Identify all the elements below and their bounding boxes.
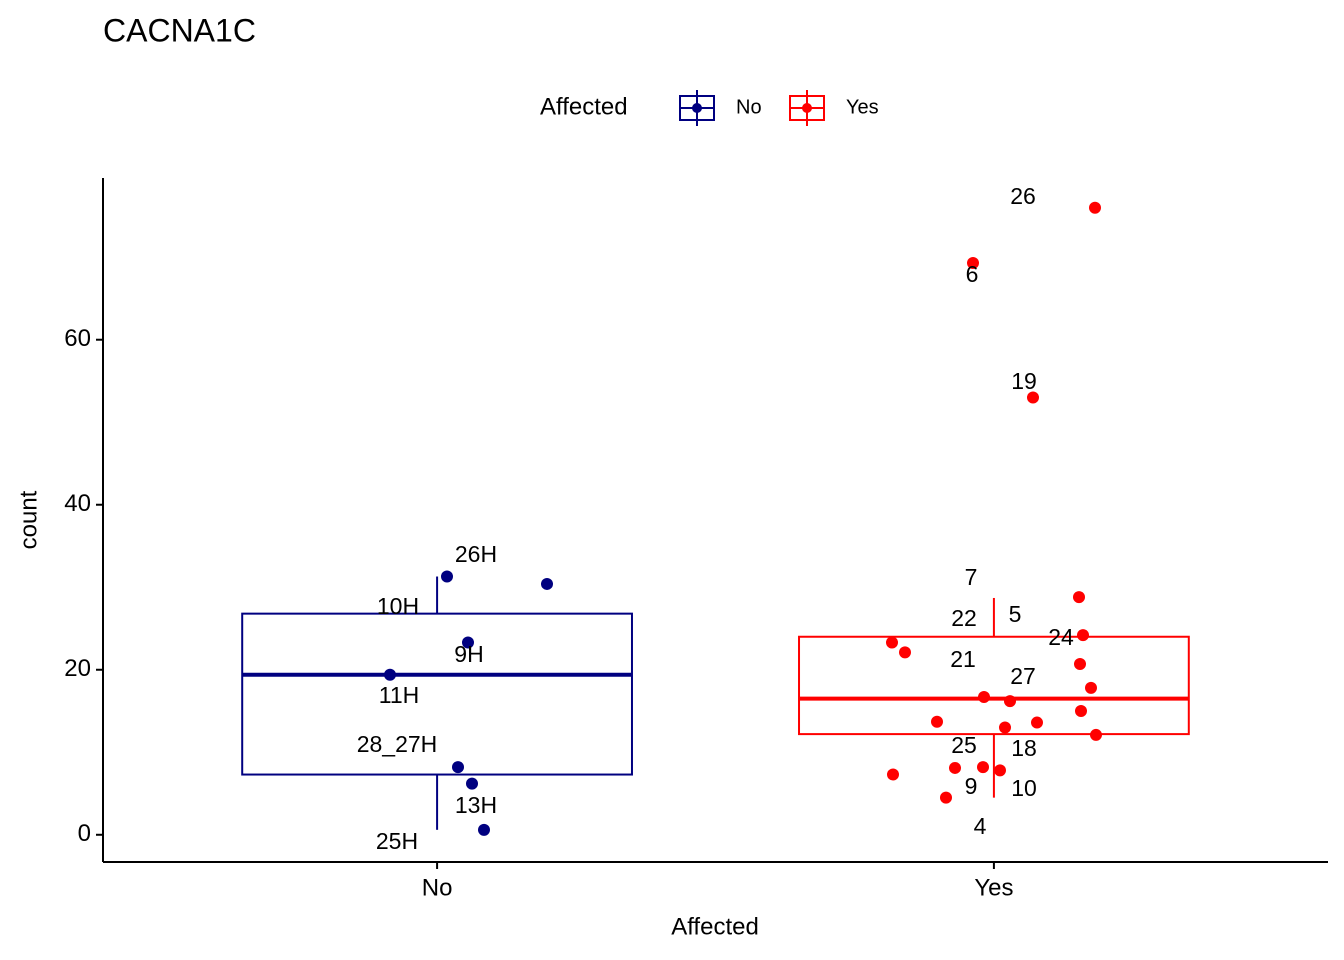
point — [1031, 716, 1043, 729]
point — [452, 761, 464, 774]
point — [1074, 657, 1086, 670]
y-tick-label: 40 — [64, 490, 91, 517]
legend-key — [692, 103, 702, 113]
x-tick-label: No — [422, 874, 453, 901]
legend-key — [802, 103, 812, 113]
point — [887, 768, 899, 781]
point — [1077, 629, 1089, 642]
point-label: 4 — [974, 813, 987, 839]
y-axis-title: count — [15, 490, 42, 549]
point-label: 21 — [950, 646, 976, 672]
point-label: 28_27H — [357, 731, 438, 757]
box — [798, 635, 1190, 736]
point-label: 24 — [1048, 624, 1074, 650]
point — [931, 715, 943, 728]
point — [1089, 201, 1101, 214]
y-tick-label: 60 — [64, 325, 91, 352]
point-label: 25 — [951, 732, 977, 758]
point-label: 9 — [965, 773, 978, 799]
chart-title: CACNA1C — [103, 12, 256, 48]
point — [478, 823, 490, 836]
point — [899, 646, 911, 659]
point — [1075, 705, 1087, 718]
point — [1027, 391, 1039, 404]
point-label: 22 — [951, 605, 977, 631]
point — [999, 721, 1011, 734]
point-label: 11H — [379, 682, 420, 708]
point-label: 25H — [376, 828, 418, 854]
point — [441, 570, 453, 583]
point — [1090, 728, 1102, 741]
point — [978, 690, 990, 703]
point — [994, 764, 1006, 777]
point-label: 10 — [1011, 775, 1037, 801]
point-label: 10H — [377, 593, 419, 619]
point-label: 13H — [455, 792, 497, 818]
point-label: 7 — [965, 564, 978, 590]
point — [967, 256, 979, 269]
point — [940, 791, 952, 804]
legend-title: Affected — [540, 93, 628, 120]
point — [1073, 591, 1085, 604]
point-label: 6 — [966, 261, 979, 287]
point — [949, 761, 961, 774]
point — [466, 777, 478, 790]
point — [541, 577, 553, 590]
point — [1004, 695, 1016, 708]
point — [886, 636, 898, 649]
x-axis-title: Affected — [671, 913, 759, 940]
y-tick-label: 20 — [64, 655, 91, 682]
point-label: 5 — [1009, 601, 1022, 627]
legend-label: No — [736, 96, 762, 118]
point-label: 26H — [455, 541, 497, 567]
point — [977, 761, 989, 774]
point-label: 27 — [1010, 663, 1036, 689]
point-label: 9H — [454, 641, 483, 667]
point-label: 19 — [1011, 368, 1037, 394]
legend-label: Yes — [846, 96, 879, 118]
point — [462, 636, 474, 649]
point — [384, 668, 396, 681]
point — [1085, 681, 1097, 694]
point-label: 26 — [1010, 183, 1036, 209]
box — [241, 612, 633, 776]
x-tick-label: Yes — [974, 874, 1013, 901]
y-tick-label: 0 — [78, 820, 91, 847]
point-label: 18 — [1011, 735, 1037, 761]
